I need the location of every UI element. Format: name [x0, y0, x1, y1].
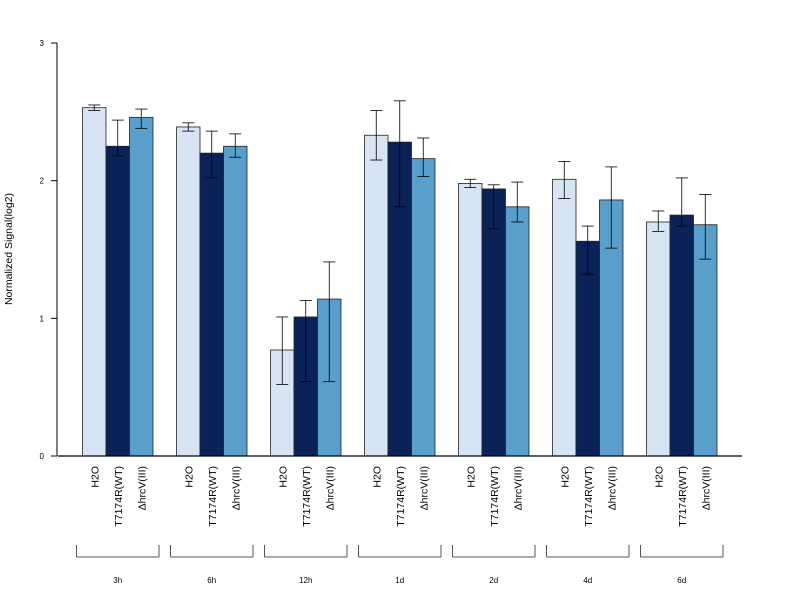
error-bar: [675, 177, 688, 227]
bar: [199, 152, 224, 457]
category-label: ΔhrcV(III): [512, 466, 524, 510]
error-bar: [581, 225, 594, 275]
error-bar: [276, 316, 289, 385]
error-bar: [182, 122, 195, 132]
category-label: H2O: [89, 466, 101, 488]
category-labels: H2O T7174R(WT) ΔhrcV(III) H2O T7174R(WT) Δhrc…: [89, 466, 712, 527]
error-bar: [229, 133, 242, 158]
error-bar: [464, 178, 477, 188]
group-brackets: 3h 6h 12h 1d 2d 4d 6d: [76, 545, 724, 585]
group-bracket: 3h: [76, 545, 160, 585]
category-label: ΔhrcV(III): [418, 466, 430, 510]
group-bracket: 6h: [170, 545, 254, 585]
error-bar: [393, 100, 406, 208]
error-bar: [605, 166, 618, 249]
category-label: H2O: [371, 466, 383, 488]
bar: [646, 221, 671, 457]
error-bar: [205, 130, 218, 179]
error-bar: [487, 184, 500, 230]
category-label: ΔhrcV(III): [606, 466, 618, 510]
group-bracket: 2d: [452, 545, 536, 585]
group-label: 6h: [207, 576, 216, 585]
group-label: 12h: [299, 576, 312, 585]
category-label: T7174R(WT): [489, 466, 501, 527]
category-label: ΔhrcV(III): [324, 466, 336, 510]
group-bracket: 4d: [546, 545, 630, 585]
group-label: 1d: [395, 576, 404, 585]
error-bar: [323, 261, 336, 383]
error-bar: [417, 137, 430, 177]
category-label: ΔhrcV(III): [700, 466, 712, 510]
category-label: T7174R(WT): [113, 466, 125, 527]
error-bar: [299, 300, 312, 383]
category-label: H2O: [277, 466, 289, 488]
group-bracket: 6d: [640, 545, 724, 585]
group-bracket: 12h: [264, 545, 348, 585]
category-label: T7174R(WT): [301, 466, 313, 527]
category-label: ΔhrcV(III): [230, 466, 242, 510]
bar: [223, 145, 248, 457]
y-axis-label: Normalized Signal(log2): [3, 193, 15, 305]
bar: [105, 145, 130, 457]
bar: [458, 183, 483, 457]
category-label: H2O: [559, 466, 571, 488]
y-tick-label: 1: [40, 314, 45, 323]
y-tick-label: 3: [40, 39, 45, 48]
bar: [176, 126, 201, 457]
category-label: H2O: [653, 466, 665, 488]
bar: [364, 134, 389, 457]
category-label: T7174R(WT): [395, 466, 407, 527]
error-bars: [88, 100, 712, 385]
category-label: H2O: [183, 466, 195, 488]
y-tick-label: 2: [40, 177, 45, 186]
group-bracket: 1d: [358, 545, 442, 585]
y-tick-label: 0: [40, 452, 45, 461]
error-bar: [558, 160, 571, 199]
bar: [505, 206, 530, 457]
category-label: T7174R(WT): [583, 466, 595, 527]
error-bar: [88, 104, 101, 111]
bar: [129, 116, 154, 457]
error-bar: [699, 194, 712, 260]
error-bar: [370, 110, 383, 161]
group-label: 2d: [489, 576, 498, 585]
bar: [552, 178, 577, 457]
error-bar: [111, 119, 124, 157]
category-label: ΔhrcV(III): [136, 466, 148, 510]
y-axis: 0 1 2 3: [40, 39, 58, 461]
category-label: H2O: [465, 466, 477, 488]
category-label: T7174R(WT): [207, 466, 219, 527]
group-label: 3h: [113, 576, 122, 585]
error-bar: [511, 181, 524, 223]
error-bar: [652, 210, 665, 233]
bar: [669, 214, 694, 457]
group-label: 4d: [583, 576, 592, 585]
bar: [411, 158, 436, 457]
category-label: T7174R(WT): [677, 466, 689, 527]
error-bar: [135, 108, 148, 129]
group-label: 6d: [677, 576, 686, 585]
bar: [82, 107, 107, 457]
